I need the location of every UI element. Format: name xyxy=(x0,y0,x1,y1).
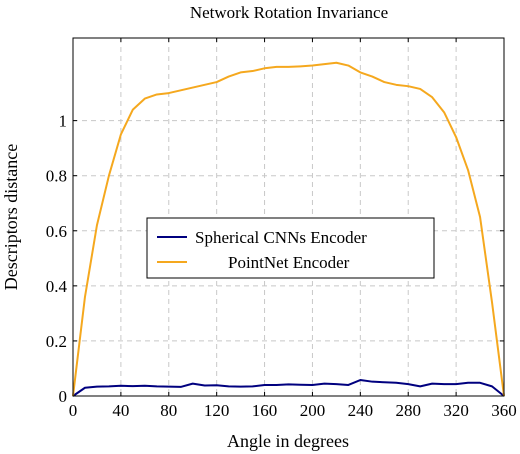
legend: Spherical CNNs Encoder PointNet Encoder xyxy=(146,217,435,279)
x-tick-label: 360 xyxy=(491,401,517,420)
series-lines xyxy=(72,61,505,397)
x-tick-labels: 0 40 80 120 160 200 240 280 320 360 xyxy=(69,401,517,420)
y-tick-label: 0 xyxy=(59,387,68,406)
y-tick-label: 0.4 xyxy=(46,277,68,296)
x-tick-label: 160 xyxy=(252,401,278,420)
series-line-spherical-cnns xyxy=(72,379,505,397)
grid-lines xyxy=(73,38,504,396)
x-tick-label: 40 xyxy=(112,401,129,420)
chart-title: Network Rotation Invariance xyxy=(190,3,388,22)
legend-box xyxy=(146,217,435,279)
x-tick-label: 280 xyxy=(395,401,421,420)
y-tick-label: 0.6 xyxy=(46,222,67,241)
y-tick-labels: 0 0.2 0.4 0.6 0.8 1 xyxy=(46,112,68,406)
x-tick-label: 120 xyxy=(204,401,230,420)
x-axis-label: Angle in degrees xyxy=(227,431,349,451)
y-tick-label: 0.8 xyxy=(46,167,67,186)
legend-label-spherical-cnns: Spherical CNNs Encoder xyxy=(195,228,367,247)
legend-label-pointnet: PointNet Encoder xyxy=(228,253,350,272)
series-line-pointnet xyxy=(72,61,505,397)
plot-frame xyxy=(72,37,505,397)
x-tick-label: 0 xyxy=(69,401,78,420)
x-tick-label: 80 xyxy=(160,401,177,420)
x-tick-label: 320 xyxy=(443,401,469,420)
y-axis-label: Descriptors distance xyxy=(1,144,21,290)
axis-ticks xyxy=(72,38,505,397)
x-tick-label: 200 xyxy=(300,401,326,420)
y-tick-label: 1 xyxy=(59,112,68,131)
x-tick-label: 240 xyxy=(348,401,374,420)
y-tick-label: 0.2 xyxy=(46,332,67,351)
